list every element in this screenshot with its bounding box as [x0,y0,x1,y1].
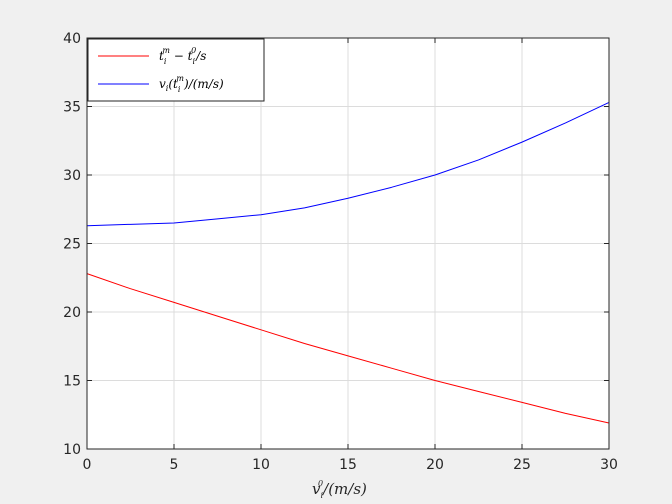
x-tick-label: 0 [83,457,92,473]
x-tick-label: 10 [252,457,270,473]
legend-label-red: tim − ti0/s [159,46,206,66]
series-layer [86,101,610,424]
legend-box [87,38,265,102]
y-tick-label: 35 [63,100,81,116]
series-line-red [86,273,610,424]
y-tick-label: 40 [63,31,81,47]
x-tick-label: 5 [170,457,179,473]
grid [87,38,609,449]
x-tick-label: 20 [426,457,444,473]
x-axis-label: vi0/(m/s) [312,479,367,500]
y-tick-label: 10 [63,442,81,458]
series-line-blue [86,101,610,227]
x-tick-label: 30 [600,457,618,473]
y-tick-label: 15 [63,374,81,390]
x-tick-label: 25 [513,457,531,473]
y-tick-label: 25 [63,237,81,253]
legend-label-blue: vi(tim)/(m/s) [159,74,224,94]
x-tick-label: 15 [339,457,357,473]
y-tick-label: 30 [63,168,81,184]
legend: tim − ti0/s vi(tim)/(m/s) [87,38,265,102]
y-tick-label: 20 [63,305,81,321]
